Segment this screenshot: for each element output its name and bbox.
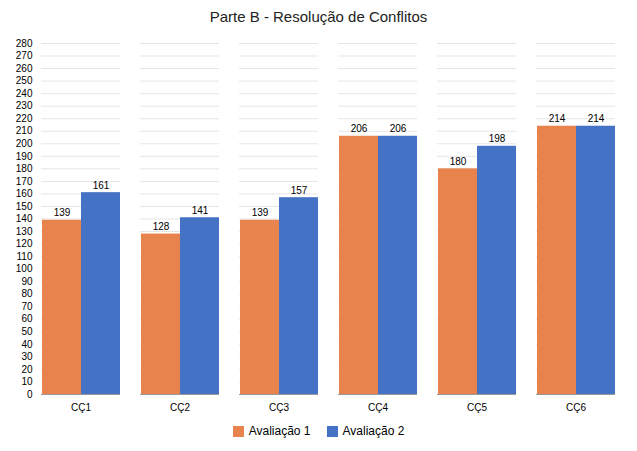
svg-text:210: 210 [16,125,33,136]
svg-text:70: 70 [21,301,33,312]
svg-text:200: 200 [16,138,33,149]
html-text:Avaliação 2: Avaliação 2 [342,424,405,438]
svg-text:206: 206 [351,123,368,134]
svg-text:20: 20 [21,364,33,375]
svg-text:10: 10 [21,376,33,387]
svg-text:130: 130 [16,226,33,237]
svg-text:CÇ4: CÇ4 [368,402,388,413]
svg-text:CÇ2: CÇ2 [170,402,190,413]
svg-text:240: 240 [16,88,33,99]
html-text:Avaliação 1: Avaliação 1 [248,424,311,438]
svg-text:206: 206 [390,123,407,134]
svg-text:214: 214 [588,113,605,124]
svg-text:0: 0 [27,389,33,400]
svg-text:214: 214 [549,113,566,124]
svg-text:230: 230 [16,100,33,111]
svg-text:150: 150 [16,201,33,212]
svg-text:250: 250 [16,75,33,86]
svg-text:270: 270 [16,50,33,61]
svg-text:160: 160 [16,188,33,199]
svg-text:110: 110 [17,251,33,262]
svg-text:CÇ3: CÇ3 [269,402,289,413]
svg-text:180: 180 [450,156,467,167]
svg-text:157: 157 [291,185,308,196]
svg-text:198: 198 [489,133,506,144]
svg-text:CÇ5: CÇ5 [467,402,487,413]
svg-text:40: 40 [21,339,33,350]
svg-text:161: 161 [93,180,110,191]
svg-text:190: 190 [16,151,33,162]
svg-text:30: 30 [21,351,33,362]
svg-text:CÇ1: CÇ1 [71,402,91,413]
svg-text:220: 220 [16,113,33,124]
svg-text:141: 141 [192,205,209,216]
svg-text:139: 139 [252,207,269,218]
svg-text:60: 60 [21,313,33,324]
svg-text:50: 50 [21,326,33,337]
svg-text:120: 120 [16,238,33,249]
svg-text:180: 180 [16,163,33,174]
svg-text:90: 90 [21,276,33,287]
svg-text:100: 100 [16,263,33,274]
svg-text:80: 80 [21,288,33,299]
svg-text:128: 128 [153,221,170,232]
html-text:Parte B - Resolução de Conflit: Parte B - Resolução de Conflitos [209,8,428,25]
svg-text:170: 170 [16,176,33,187]
svg-text:140: 140 [16,213,33,224]
svg-text:CÇ6: CÇ6 [566,402,586,413]
svg-text:260: 260 [16,63,33,74]
svg-text:280: 280 [16,38,33,49]
svg-text:139: 139 [54,207,71,218]
